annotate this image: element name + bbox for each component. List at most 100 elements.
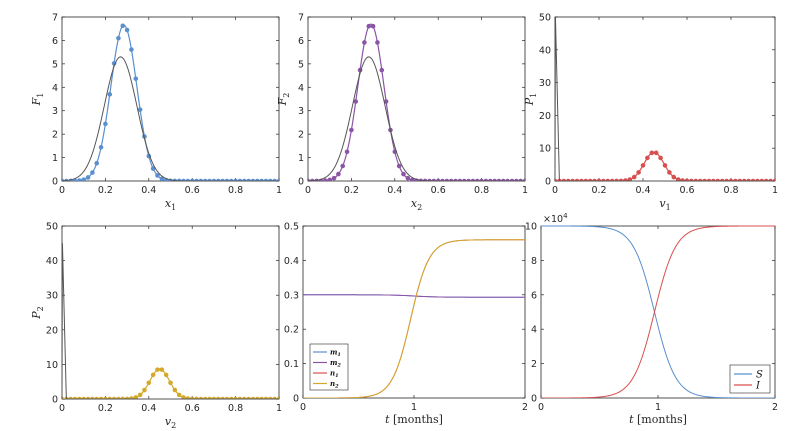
y-tick-label: 1 xyxy=(52,153,58,164)
y-tick-label: 8 xyxy=(531,256,537,267)
data-point xyxy=(176,392,182,398)
x-tick-label: 0 xyxy=(552,185,558,196)
y-tick-label: 6 xyxy=(52,36,58,47)
series-line-simulation xyxy=(308,23,525,181)
legend-label: m2 xyxy=(330,358,341,369)
y-axis-label: F1 xyxy=(30,93,45,107)
y-tick-label: 2 xyxy=(531,359,537,370)
y-tick-label: 5 xyxy=(298,59,304,70)
series-line-reference xyxy=(308,56,525,181)
plot-area xyxy=(303,239,525,398)
data-point xyxy=(72,178,78,181)
data-point xyxy=(366,23,372,29)
x-tick-label: 0.6 xyxy=(431,185,446,196)
data-point xyxy=(344,149,350,155)
y-tick-label: 1 xyxy=(298,153,304,164)
y-tick-label: 0 xyxy=(293,394,299,405)
data-point xyxy=(103,121,108,127)
y-tick-label: 30 xyxy=(46,291,58,302)
x-tick-label: 1 xyxy=(522,185,528,196)
data-point xyxy=(662,163,668,168)
chart-F1: 0 0.2 0.4 0.6 0.8 1 0 1 2 3 4 5 6 7 x1 F1 xyxy=(30,13,282,213)
data-point xyxy=(370,23,376,29)
data-point xyxy=(640,163,646,168)
x-tick-label: 0.6 xyxy=(185,185,200,196)
series-line-I xyxy=(541,225,775,398)
series-line-initial xyxy=(62,243,279,399)
data-point xyxy=(85,175,91,180)
y-tick-label: 2 xyxy=(52,130,58,141)
x-tick-label: 1 xyxy=(276,403,282,414)
y-axis-label: F2 xyxy=(276,93,291,107)
data-point xyxy=(150,166,156,171)
legend-label: S xyxy=(756,370,763,381)
x-axis-label: v2 xyxy=(165,415,176,430)
data-point xyxy=(653,150,659,156)
series-line-reference xyxy=(62,56,279,181)
data-point xyxy=(155,367,160,372)
data-point xyxy=(340,163,346,169)
data-point xyxy=(645,155,650,161)
x-tick-label: 0.8 xyxy=(474,185,489,196)
data-point xyxy=(116,35,121,41)
y-multiplier: ×104 xyxy=(543,212,568,225)
x-tick-label: 0 xyxy=(59,185,65,196)
axes-box xyxy=(61,225,280,400)
y-tick-label: 0.5 xyxy=(284,222,299,233)
x-tick-label: 0 xyxy=(305,185,311,196)
series-line-m xyxy=(303,294,525,298)
x-tick-label: 0 xyxy=(300,402,306,413)
y-tick-label: 20 xyxy=(539,111,551,122)
plot-area xyxy=(555,16,775,181)
x-axis-label: v1 xyxy=(659,197,670,212)
x-tick-label: 0.8 xyxy=(228,185,243,196)
data-point xyxy=(133,76,139,81)
data-point xyxy=(409,177,415,181)
y-tick-label: 7 xyxy=(52,13,58,24)
data-point xyxy=(649,150,655,156)
data-point xyxy=(133,395,139,399)
data-point xyxy=(362,40,367,45)
data-point xyxy=(658,155,663,161)
x-axis-label: x2 xyxy=(411,197,422,212)
data-point xyxy=(336,171,341,177)
y-tick-label: 40 xyxy=(539,45,551,56)
x-tick-label: 0.8 xyxy=(723,185,738,196)
y-tick-label: 3 xyxy=(52,106,58,117)
data-point xyxy=(137,107,143,112)
data-point xyxy=(349,127,354,133)
data-point xyxy=(667,170,672,175)
y-tick-label: 40 xyxy=(46,256,58,267)
data-point xyxy=(181,395,186,399)
data-point xyxy=(631,174,637,180)
data-point xyxy=(129,47,134,52)
y-tick-label: 50 xyxy=(539,13,551,24)
data-point xyxy=(124,27,130,33)
y-axis-label: P2 xyxy=(30,306,45,320)
data-point xyxy=(675,177,681,181)
data-point xyxy=(90,170,95,175)
x-tick-label: 0.6 xyxy=(185,403,200,414)
y-tick-label: 4 xyxy=(298,83,304,94)
data-point xyxy=(405,175,411,181)
y-tick-label: 50 xyxy=(46,222,58,233)
y-tick-label: 6 xyxy=(531,290,537,301)
data-point xyxy=(353,99,359,104)
x-axis-label: t [months] xyxy=(629,413,687,426)
series-line-n xyxy=(303,239,525,398)
axes-box xyxy=(307,16,526,182)
data-point xyxy=(323,178,328,181)
data-point xyxy=(98,145,104,150)
data-point xyxy=(94,160,100,166)
y-tick-label: 20 xyxy=(46,325,58,336)
y-tick-label: 0 xyxy=(52,395,58,406)
x-axis-label: x1 xyxy=(165,197,176,212)
y-tick-label: 4 xyxy=(52,83,58,94)
y-tick-label: 0 xyxy=(531,394,537,405)
data-point xyxy=(107,92,113,97)
legend-label: n2 xyxy=(330,379,339,390)
series-line-initial xyxy=(555,16,775,181)
y-tick-label: 4 xyxy=(531,325,537,336)
